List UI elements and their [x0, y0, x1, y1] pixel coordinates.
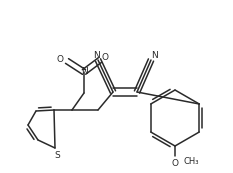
Text: O: O: [102, 53, 109, 62]
Text: N: N: [151, 51, 157, 60]
Text: N: N: [81, 67, 87, 76]
Text: O: O: [56, 56, 64, 65]
Text: S: S: [54, 151, 60, 160]
Text: CH₃: CH₃: [183, 157, 199, 166]
Text: N: N: [93, 51, 99, 60]
Text: O: O: [171, 159, 178, 168]
